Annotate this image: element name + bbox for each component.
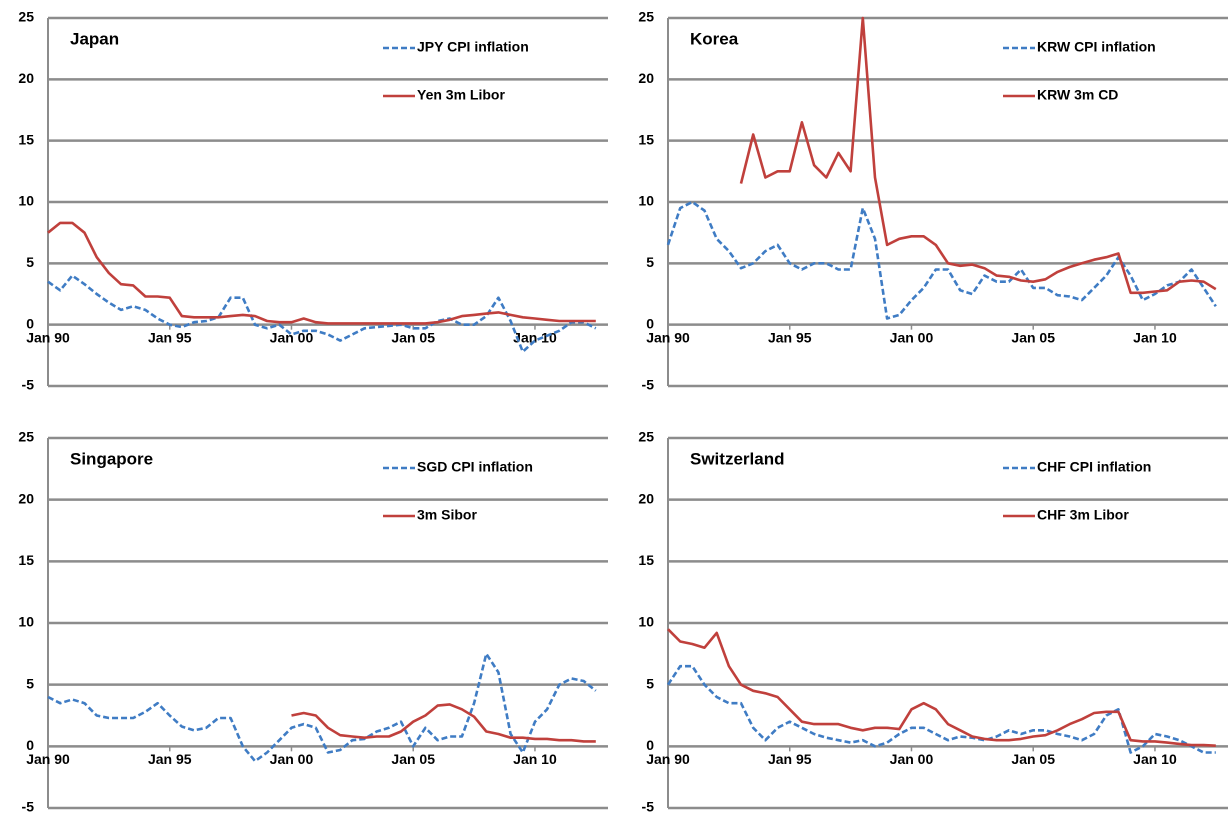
x-tick-label: Jan 90 bbox=[26, 751, 70, 767]
y-tick-label: -5 bbox=[22, 799, 35, 815]
x-tick-label: Jan 05 bbox=[391, 329, 435, 345]
panel: -5 0 5 10 15 20 25 Jan 90 Jan 95 Jan 00 Jan 05 Jan … bbox=[638, 9, 1228, 393]
data-line bbox=[666, 664, 1216, 754]
data-line bbox=[47, 652, 597, 763]
legend-label: CHF 3m Libor bbox=[1037, 507, 1129, 523]
y-tick-label: 15 bbox=[638, 131, 654, 147]
panel: -5 0 5 10 15 20 25 Jan 90 Jan 95 Jan 00 Jan 05 Jan … bbox=[18, 429, 608, 815]
chart-title: Japan bbox=[70, 29, 119, 48]
y-tick-label: 15 bbox=[638, 552, 654, 568]
y-tick-label: 20 bbox=[18, 490, 34, 506]
x-tick-label: Jan 10 bbox=[513, 751, 557, 767]
legend-label: Yen 3m Libor bbox=[417, 87, 505, 103]
y-tick-label: 20 bbox=[638, 70, 654, 86]
y-tick-label: -5 bbox=[642, 799, 655, 815]
y-tick-label: 15 bbox=[18, 131, 34, 147]
chart-title: Singapore bbox=[70, 449, 153, 468]
x-tick-label: Jan 10 bbox=[1133, 751, 1177, 767]
chart-title: Korea bbox=[690, 29, 739, 48]
panel: -5 0 5 10 15 20 25 Jan 90 Jan 95 Jan 00 Jan 05 Jan … bbox=[18, 9, 608, 393]
x-tick-label: Jan 95 bbox=[148, 329, 192, 345]
x-tick-label: Jan 00 bbox=[270, 751, 314, 767]
y-tick-label: 10 bbox=[18, 193, 34, 209]
data-line bbox=[739, 16, 1217, 295]
y-tick-label: 5 bbox=[646, 675, 654, 691]
x-tick-label: Jan 00 bbox=[270, 329, 314, 345]
y-tick-label: 5 bbox=[26, 675, 34, 691]
data-line bbox=[291, 703, 596, 743]
y-tick-label: -5 bbox=[22, 377, 35, 393]
y-tick-label: 20 bbox=[638, 490, 654, 506]
x-tick-label: Jan 95 bbox=[148, 751, 192, 767]
legend-label: JPY CPI inflation bbox=[417, 39, 529, 55]
x-tick-label: Jan 10 bbox=[513, 329, 557, 345]
x-tick-label: Jan 05 bbox=[1011, 329, 1055, 345]
y-tick-label: 5 bbox=[646, 254, 654, 270]
data-line bbox=[47, 221, 596, 325]
y-tick-label: 0 bbox=[26, 737, 34, 753]
data-line bbox=[666, 200, 1217, 320]
x-tick-label: Jan 10 bbox=[1133, 329, 1177, 345]
legend-label: CHF CPI inflation bbox=[1037, 459, 1151, 475]
y-tick-label: -5 bbox=[642, 377, 655, 393]
x-tick-label: Jan 00 bbox=[890, 751, 934, 767]
data-line bbox=[47, 274, 597, 353]
y-tick-label: 15 bbox=[18, 552, 34, 568]
x-tick-label: Jan 05 bbox=[391, 751, 435, 767]
x-tick-label: Jan 90 bbox=[26, 329, 70, 345]
y-tick-label: 10 bbox=[638, 193, 654, 209]
y-tick-label: 20 bbox=[18, 70, 34, 86]
legend-label: KRW 3m CD bbox=[1037, 87, 1118, 103]
y-tick-label: 25 bbox=[18, 9, 34, 25]
y-tick-label: 5 bbox=[26, 254, 34, 270]
x-tick-label: Jan 90 bbox=[646, 329, 690, 345]
y-tick-label: 10 bbox=[638, 614, 654, 630]
y-tick-label: 25 bbox=[638, 9, 654, 25]
y-tick-label: 25 bbox=[18, 429, 34, 445]
y-tick-label: 10 bbox=[18, 614, 34, 630]
data-line bbox=[667, 628, 1216, 747]
legend-label: KRW CPI inflation bbox=[1037, 39, 1156, 55]
legend-label: SGD CPI inflation bbox=[417, 459, 533, 475]
x-tick-label: Jan 95 bbox=[768, 751, 812, 767]
panel: -5 0 5 10 15 20 25 Jan 90 Jan 95 Jan 00 Jan 05 Jan … bbox=[638, 429, 1228, 815]
legend-label: 3m Sibor bbox=[417, 507, 477, 523]
y-tick-label: 25 bbox=[638, 429, 654, 445]
x-tick-label: Jan 90 bbox=[646, 751, 690, 767]
x-tick-label: Jan 00 bbox=[890, 329, 934, 345]
x-tick-label: Jan 05 bbox=[1011, 751, 1055, 767]
x-tick-label: Jan 95 bbox=[768, 329, 812, 345]
chart-title: Switzerland bbox=[690, 449, 784, 468]
y-tick-label: 0 bbox=[646, 737, 654, 753]
y-tick-label: 0 bbox=[26, 315, 34, 331]
y-tick-label: 0 bbox=[646, 315, 654, 331]
